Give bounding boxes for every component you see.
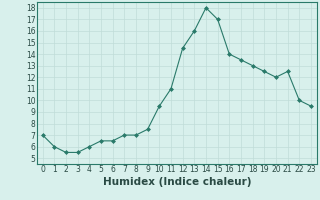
X-axis label: Humidex (Indice chaleur): Humidex (Indice chaleur) [102, 177, 251, 187]
